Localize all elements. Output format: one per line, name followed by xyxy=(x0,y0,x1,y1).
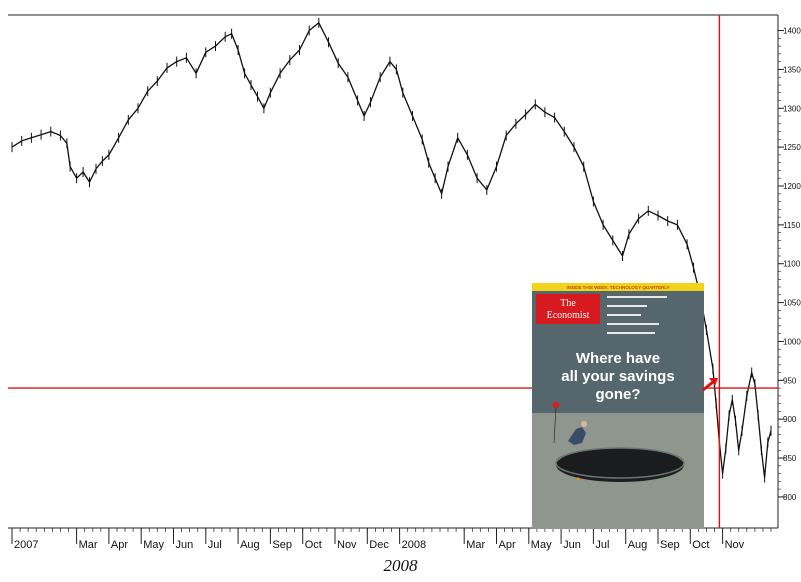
y-tick-label: 1400 xyxy=(783,27,801,36)
cover-contents-line xyxy=(607,332,655,334)
x-tick-label: Jun xyxy=(176,539,194,551)
x-tick-label: Jul xyxy=(595,539,609,551)
y-tick-label: 1050 xyxy=(783,299,801,308)
x-tick-label: Sep xyxy=(272,539,292,551)
hole-rim xyxy=(555,447,685,479)
hole-icon xyxy=(556,448,684,482)
balloon-icon xyxy=(552,401,560,409)
stock-index-chart: 2007 Mar Apr May Jun Jul Aug Sep Oct Nov Dec 2008 Ma… xyxy=(8,14,801,551)
y-tick-label: 900 xyxy=(783,415,797,424)
cover-banner-text: INSIDE THIS WEEK: TECHNOLOGY QUARTERLY xyxy=(566,285,669,290)
y-tick-label: 1350 xyxy=(783,65,801,74)
x-tick-label: May xyxy=(143,539,164,551)
price-series xyxy=(11,17,772,483)
x-tick-label: Oct xyxy=(692,539,709,551)
x-tick-label: Mar xyxy=(466,539,485,551)
cover-contents-line xyxy=(607,314,641,316)
y-tick-label: 1100 xyxy=(783,260,801,269)
x-tick-label: Aug xyxy=(240,539,260,551)
y-tick-label: 1300 xyxy=(783,104,801,113)
cover-contents-line xyxy=(607,323,659,325)
x-tick-label: Aug xyxy=(628,539,648,551)
chart-caption: 2008 xyxy=(383,556,418,575)
x-tick-label: May xyxy=(531,539,552,551)
x-tick-label: Apr xyxy=(111,539,128,551)
cover-contents-line xyxy=(607,305,647,307)
logo-line-1: The xyxy=(560,298,576,309)
y-tick-label: 1200 xyxy=(783,182,801,191)
cover-banner xyxy=(532,283,704,291)
y-tick-label: 850 xyxy=(783,454,797,463)
man-head-icon xyxy=(581,421,587,427)
x-tick-label: Jul xyxy=(208,539,222,551)
x-tick-label: Mar xyxy=(79,539,98,551)
economist-logo xyxy=(536,294,600,324)
logo-line-2: Economist xyxy=(547,310,590,321)
kneeling-man-icon xyxy=(568,427,586,445)
x-tick-label: Sep xyxy=(660,539,680,551)
y-tick-label: 1000 xyxy=(783,337,801,346)
coin-icon xyxy=(576,477,580,481)
economist-cover: INSIDE THIS WEEK: TECHNOLOGY QUARTERLY T… xyxy=(532,283,704,529)
chart-container: 2007 Mar Apr May Jun Jul Aug Sep Oct Nov Dec 2008 Ma… xyxy=(8,14,801,551)
cover-headline-3: gone? xyxy=(596,386,641,403)
x-axis: 2007 Mar Apr May Jun Jul Aug Sep Oct Nov Dec 2008 Ma… xyxy=(11,528,772,551)
x-tick-label: Dec xyxy=(369,539,389,551)
y-tick-label: 950 xyxy=(783,376,797,385)
x-tick-label: 2007 xyxy=(14,539,38,551)
cover-contents-line xyxy=(607,296,667,298)
y-tick-label: 1250 xyxy=(783,143,801,152)
series-line-0 xyxy=(11,22,772,479)
x-tick-label: Nov xyxy=(725,539,745,551)
y-tick-label: 1150 xyxy=(783,221,801,230)
y-axis: 800 850 900 950 1000 1050 1100 1150 1200 1250 1300… xyxy=(778,27,801,502)
x-tick-label: 2008 xyxy=(402,539,426,551)
y-tick-label: 800 xyxy=(783,493,797,502)
balloon-string xyxy=(553,406,557,444)
x-tick-label: Apr xyxy=(499,539,516,551)
x-tick-label: Jun xyxy=(563,539,581,551)
cover-headline-2: all your savings xyxy=(561,368,674,385)
red-arrow-icon xyxy=(702,378,718,392)
x-tick-label: Nov xyxy=(337,539,357,551)
cover-headline-1: Where have xyxy=(576,350,660,367)
x-tick-label: Oct xyxy=(305,539,322,551)
